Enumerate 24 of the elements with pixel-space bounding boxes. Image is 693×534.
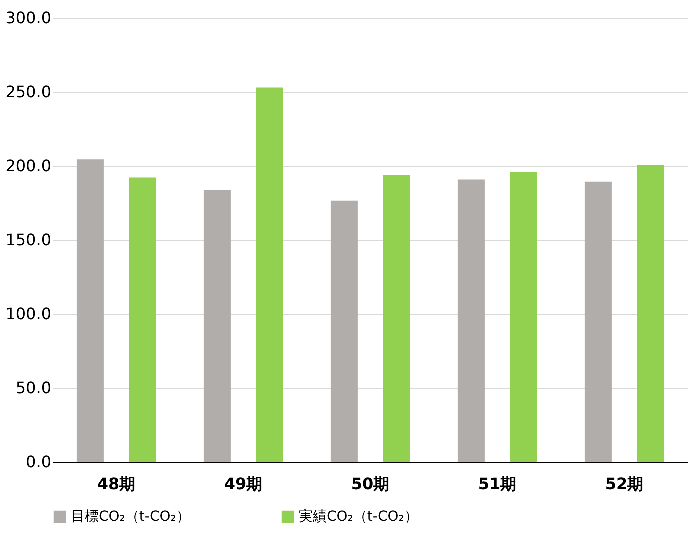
bar bbox=[330, 200, 358, 462]
x-tick-label: 49期 bbox=[224, 474, 263, 494]
bar bbox=[637, 164, 664, 462]
y-tick-label: 100.0 bbox=[6, 304, 52, 324]
legend-label: 実績CO₂（t-CO₂） bbox=[299, 509, 418, 525]
bar bbox=[204, 190, 231, 462]
y-tick-label: 0.0 bbox=[26, 452, 52, 472]
y-tick-label: 50.0 bbox=[16, 378, 52, 398]
bar bbox=[584, 182, 612, 462]
x-tick-label: 48期 bbox=[97, 474, 136, 494]
x-tick-label: 52期 bbox=[605, 474, 644, 494]
bar bbox=[383, 175, 410, 462]
bar bbox=[458, 180, 485, 462]
bar bbox=[129, 178, 156, 462]
y-tick-label: 200.0 bbox=[6, 156, 52, 176]
bar bbox=[256, 88, 284, 462]
legend-label: 目標CO₂（t-CO₂） bbox=[71, 509, 190, 525]
bar bbox=[76, 160, 104, 462]
bar bbox=[510, 172, 538, 462]
x-tick-label: 50期 bbox=[351, 474, 390, 494]
y-tick-label: 250.0 bbox=[6, 82, 52, 102]
y-tick-label: 150.0 bbox=[6, 230, 52, 250]
x-tick-label: 51期 bbox=[478, 474, 517, 494]
y-tick-label: 300.0 bbox=[6, 8, 52, 28]
